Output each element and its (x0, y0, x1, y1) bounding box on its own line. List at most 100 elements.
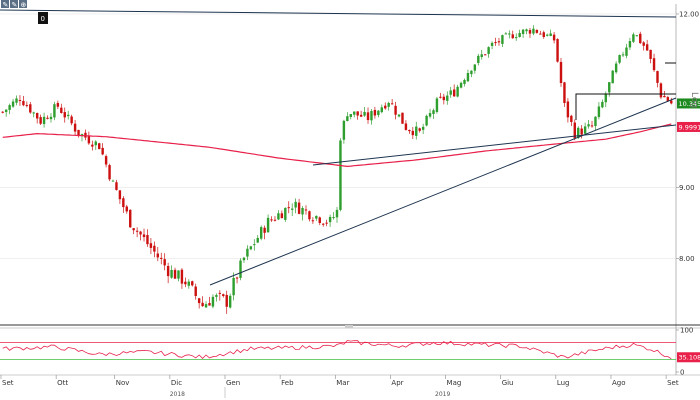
candle-body (142, 234, 146, 238)
y-tick-label: 12.00 (679, 10, 699, 18)
x-tick-label: Giu (502, 379, 514, 387)
x-tick-label: Apr (391, 379, 403, 387)
mid-support-trendline (312, 124, 677, 166)
candle-body (122, 198, 125, 208)
candle-body (218, 292, 222, 294)
candle-body (87, 136, 91, 144)
candle-body (160, 257, 163, 259)
toolbar-button-b-icon: ✎ (12, 1, 18, 9)
long-support-trendline (209, 97, 677, 286)
candle-body (563, 82, 566, 103)
candle-body (652, 58, 656, 71)
candle-body (483, 54, 487, 56)
candle-body (597, 106, 601, 118)
candle-body (273, 219, 277, 221)
candle-body (156, 253, 160, 258)
candle-body (556, 39, 559, 62)
candle-body (53, 104, 56, 118)
candle-body (470, 70, 473, 75)
candle-body (363, 111, 366, 116)
candle-body (614, 63, 618, 73)
candle-body (22, 100, 25, 106)
toolbar-counter-box[interactable] (38, 12, 48, 24)
candle-body (8, 105, 11, 110)
candle-body (466, 72, 470, 82)
x-tick-label: Dic (171, 379, 182, 387)
candle-body (263, 227, 266, 233)
candle-body (222, 294, 225, 297)
candle-body (166, 265, 170, 277)
candle-body (473, 64, 477, 71)
candle-body (232, 277, 235, 296)
candle-body (625, 47, 628, 56)
candle-body (342, 120, 346, 140)
candle-body (132, 228, 135, 231)
candle-body (514, 37, 518, 39)
candle-body (201, 302, 204, 307)
candle-body (421, 126, 425, 130)
candle-body (670, 100, 673, 104)
candle-body (187, 281, 191, 286)
candle-body (418, 128, 421, 131)
candle-body (373, 109, 377, 116)
candle-body (411, 130, 415, 136)
candle-body (639, 33, 642, 44)
candle-body (135, 230, 139, 232)
rsi-value-badge (677, 352, 700, 363)
candle-body (246, 248, 249, 257)
candle-body (370, 111, 373, 121)
panel-resize-handle[interactable] (345, 325, 353, 328)
candle-body (70, 116, 73, 124)
candle-body (211, 296, 215, 307)
x-tick-label: Ago (612, 379, 626, 387)
moving-average-value-badge (677, 121, 700, 132)
x-tick-label: Mar (336, 379, 349, 387)
candle-body (304, 209, 308, 211)
candle-body (587, 124, 590, 127)
candle-body (39, 117, 42, 124)
moving-average-line (2, 123, 672, 168)
candle-body (60, 107, 63, 114)
toolbar-button-c[interactable] (19, 0, 27, 8)
candle-body (573, 122, 576, 139)
candle-body (583, 126, 587, 134)
candle-body (604, 93, 608, 103)
candle-body (228, 295, 232, 308)
candle-body (439, 96, 442, 98)
candle-body (594, 116, 597, 127)
candle-body (125, 206, 128, 212)
candle-body (177, 270, 180, 279)
candle-body (449, 90, 452, 95)
year-label: 2018 (170, 391, 185, 398)
candle-body (84, 132, 87, 138)
candle-body (194, 286, 197, 296)
candle-body (25, 105, 29, 107)
x-tick-label: Feb (281, 379, 294, 387)
toolbar-button-b[interactable] (10, 0, 18, 8)
candle-body (290, 208, 294, 210)
candle-body (577, 127, 580, 139)
candle-body (29, 104, 32, 113)
candle-body (311, 220, 315, 222)
candle-body (118, 190, 122, 200)
candle-body (621, 54, 625, 56)
candle-body (301, 207, 304, 215)
candle-body (184, 281, 187, 285)
candle-body (608, 82, 611, 93)
candle-body (259, 227, 263, 239)
candle-body (280, 213, 284, 219)
candle-body (308, 211, 311, 220)
candle-body (542, 32, 545, 37)
candle-body (153, 245, 156, 252)
rsi-tick-label: 100 (680, 327, 693, 335)
last-price-badge (677, 98, 700, 109)
toolbar-button-a[interactable] (1, 0, 9, 8)
candle-body (270, 219, 273, 221)
candle-body (518, 32, 521, 37)
candle-body (642, 42, 645, 46)
candle-body (315, 215, 318, 219)
candle-body (432, 110, 435, 114)
candle-body (98, 143, 101, 150)
x-tick-label: Gen (226, 379, 240, 387)
candle-body (425, 115, 428, 126)
